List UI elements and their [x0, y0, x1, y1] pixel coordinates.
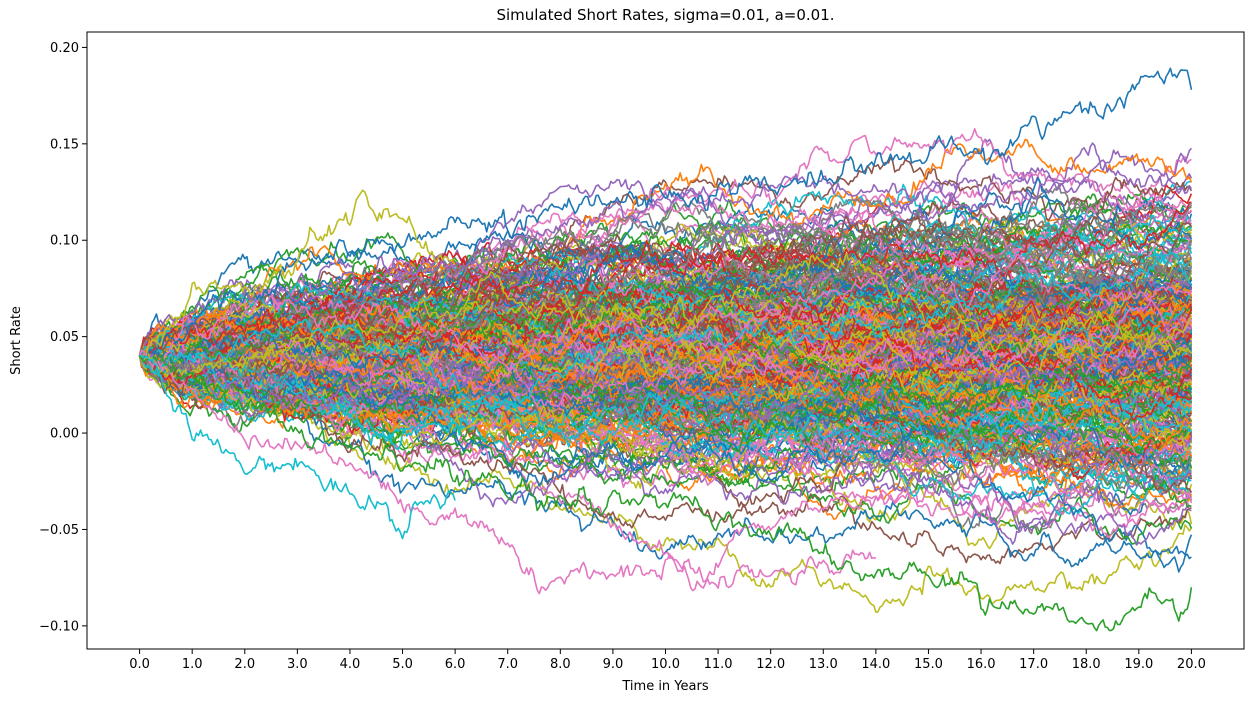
simulated-path: [138, 344, 1193, 450]
y-axis-ticks: −0.10 −0.05 0.00 0.05 0.10 0.15 0.20: [39, 41, 87, 634]
y-tick-label: 0.05: [50, 330, 79, 345]
x-tick-label: 15.0: [914, 657, 943, 672]
simulated-path: [138, 351, 1193, 613]
simulated-path: [139, 340, 1192, 442]
x-tick-label: 8.0: [550, 657, 571, 672]
simulated-path: [138, 253, 1193, 371]
x-tick-label: 2.0: [234, 657, 255, 672]
simulated-path: [139, 308, 1192, 451]
x-tick-label: 3.0: [287, 657, 308, 672]
simulated-path: [138, 355, 1192, 446]
simulated-path: [138, 303, 1192, 409]
highlighted-path: [138, 189, 456, 362]
simulated-path: [138, 308, 1193, 473]
x-tick-label: 7.0: [497, 657, 518, 672]
x-tick-label: 11.0: [704, 657, 733, 672]
simulated-path: [138, 274, 1192, 398]
simulated-path: [138, 289, 1193, 419]
x-tick-label: 18.0: [1072, 657, 1101, 672]
x-tick-label: 16.0: [967, 657, 996, 672]
y-tick-label: −0.10: [39, 619, 79, 634]
x-tick-label: 6.0: [445, 657, 466, 672]
simulated-path: [138, 252, 1193, 383]
x-tick-label: 13.0: [809, 657, 838, 672]
y-axis-label: Short Rate: [9, 306, 24, 375]
simulated-path: [138, 280, 1192, 418]
simulated-path: [139, 250, 1193, 370]
simulated-paths: [138, 128, 1193, 613]
simulated-path: [139, 264, 1192, 390]
x-tick-label: 17.0: [1019, 657, 1048, 672]
x-tick-label: 1.0: [182, 657, 203, 672]
x-tick-label: 12.0: [756, 657, 785, 672]
simulated-path: [139, 341, 1193, 545]
y-tick-label: −0.05: [39, 523, 79, 538]
highlighted-path: [138, 67, 1193, 362]
x-tick-label: 20.0: [1177, 657, 1206, 672]
y-tick-label: 0.20: [50, 41, 79, 56]
x-tick-label: 4.0: [340, 657, 361, 672]
x-tick-label: 9.0: [603, 657, 624, 672]
highlighted-path: [138, 354, 1193, 632]
x-tick-label: 10.0: [651, 657, 680, 672]
highlighted-path: [139, 354, 456, 540]
simulated-path: [138, 317, 1192, 421]
x-axis-ticks: 0.0 1.0 2.0 3.0 4.0 5.0 6.0 7.0 8.0 9.0 10.0 11.0 12…: [129, 649, 1206, 672]
simulated-path: [138, 156, 1192, 357]
x-axis-label: Time in Years: [621, 679, 708, 694]
x-tick-label: 0.0: [129, 657, 150, 672]
simulated-path: [139, 159, 1193, 363]
simulated-path: [139, 336, 1192, 500]
x-tick-label: 14.0: [861, 657, 890, 672]
x-tick-label: 5.0: [392, 657, 413, 672]
simulated-path: [139, 310, 1193, 418]
simulated-path: [138, 299, 1193, 408]
x-tick-label: 19.0: [1124, 657, 1153, 672]
highlighted-paths: [138, 67, 1193, 632]
y-tick-label: 0.15: [50, 137, 79, 152]
simulated-path: [138, 354, 1192, 516]
simulated-path: [138, 231, 1193, 387]
y-tick-label: 0.00: [50, 427, 79, 442]
chart-title: Simulated Short Rates, sigma=0.01, a=0.0…: [496, 6, 834, 24]
simulated-path: [139, 252, 1193, 379]
simulated-path: [138, 251, 1192, 414]
highlighted-path: [138, 349, 877, 595]
y-tick-label: 0.10: [50, 234, 79, 249]
